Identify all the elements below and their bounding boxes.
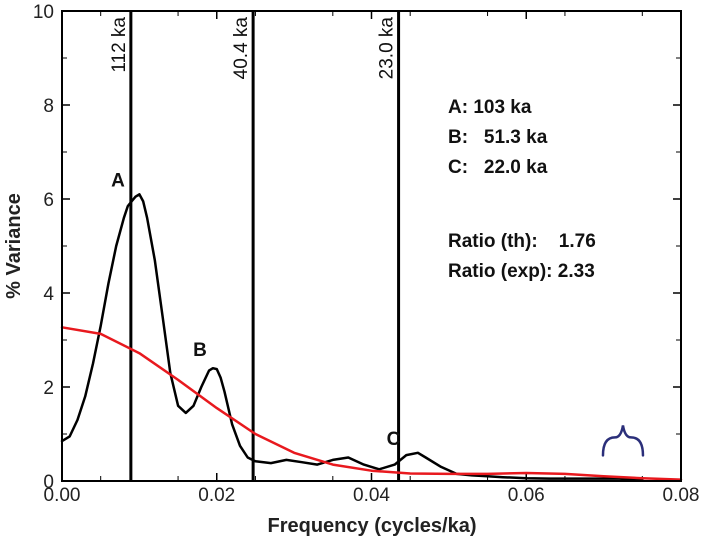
peak-label: B (193, 340, 207, 361)
y-tick-label: 10 (33, 2, 54, 23)
period-line-label: 112 ka (109, 17, 130, 73)
brace-icon (601, 425, 645, 457)
ratio-text: Ratio (exp): 2.33 (448, 261, 595, 282)
period-legend-entry: A: 103 ka (448, 97, 532, 118)
x-tick-label: 0.06 (508, 485, 545, 506)
period-line-label: 23.0 ka (377, 17, 398, 80)
y-tick-label: 4 (43, 284, 54, 305)
ratio-text: Ratio (th): 1.76 (448, 231, 596, 252)
red-noise-line (60, 326, 683, 481)
period-legend-entry: C: 22.0 ka (448, 157, 548, 178)
series-layer (60, 193, 683, 481)
x-tick-label: 0.04 (353, 485, 390, 506)
y-tick-label: 8 (43, 96, 54, 117)
y-tick-label: 0 (43, 472, 54, 493)
x-axis-label: Frequency (cycles/ka) (268, 515, 477, 537)
plot-frame (61, 10, 682, 482)
period-line-label: 40.4 ka (231, 17, 252, 80)
axes-layer: 0.00 0.02 0.04 0.06 0.08 0 2 4 6 8 10 (33, 2, 700, 506)
x-tick-label: 0.08 (663, 485, 700, 506)
peak-label: A (111, 171, 125, 192)
x-tick-label: 0.02 (198, 485, 235, 506)
y-axis-label: % Variance (3, 193, 25, 299)
y-tick-label: 6 (43, 190, 54, 211)
period-lines-layer: 112 ka 40.4 ka 23.0 ka (109, 11, 401, 481)
annotation-layer: A B C A: 103 ka B: 51.3 ka C: 22.0 ka Ratio (t… (111, 97, 645, 457)
x-tick-label: 0.00 (44, 485, 81, 506)
peak-label: C (387, 429, 401, 450)
period-legend-entry: B: 51.3 ka (448, 127, 548, 148)
y-tick-label: 2 (43, 378, 54, 399)
